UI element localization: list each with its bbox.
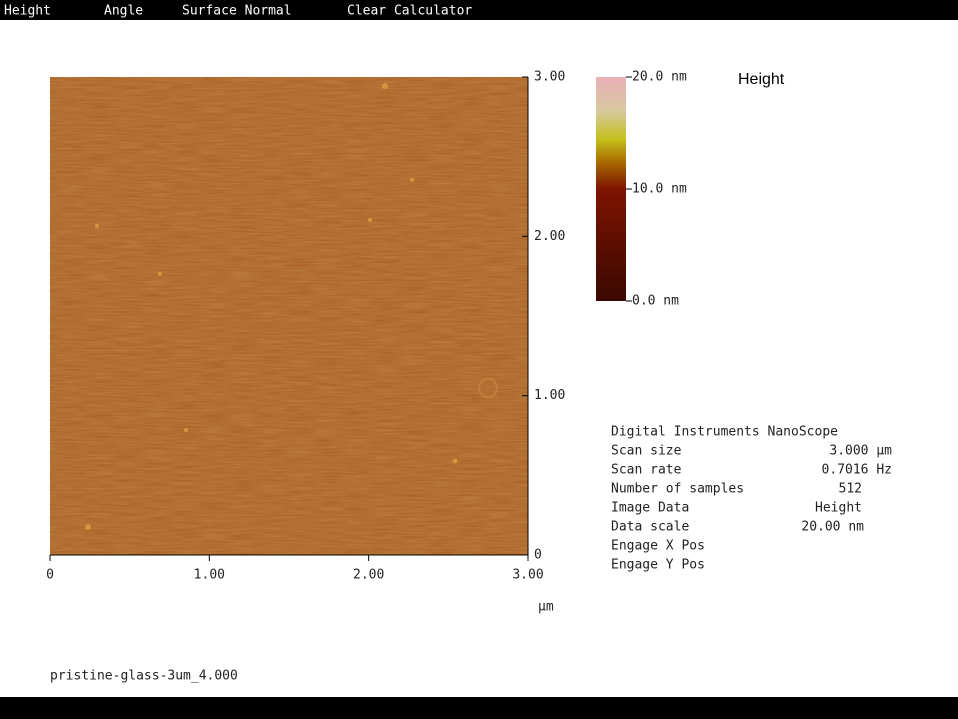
info-label: Image Data — [611, 501, 689, 516]
info-value: Height — [815, 501, 862, 516]
info-value: 512 — [839, 482, 862, 497]
x-tick-label: 0 — [46, 568, 54, 583]
unit-label: µm — [538, 600, 554, 615]
y-tick-label: 1.00 — [534, 388, 565, 403]
color-bar-label: 20.0 nm — [632, 70, 687, 85]
color-bar-label: 10.0 nm — [632, 182, 687, 197]
info-value: 20.00 nm — [801, 520, 864, 535]
y-tick-label: 0 — [534, 548, 542, 563]
filename: pristine-glass-3um_4.000 — [50, 669, 238, 684]
scan-texture — [50, 77, 528, 555]
info-label: Scan size — [611, 444, 682, 459]
scan-features — [85, 83, 498, 530]
info-label: Scan rate — [611, 463, 682, 478]
x-tick-label: 1.00 — [194, 568, 225, 583]
info-label: Engage X Pos — [611, 539, 705, 554]
info-label: Engage Y Pos — [611, 558, 705, 573]
info-label: Number of samples — [611, 482, 744, 497]
color-bar — [596, 77, 626, 301]
y-tick-label: 2.00 — [534, 229, 565, 244]
color-bar-title: Height — [738, 71, 785, 88]
y-tick-label: 3.00 — [534, 70, 565, 85]
x-tick-label: 3.00 — [512, 568, 543, 583]
menu-item[interactable]: Angle — [104, 4, 143, 19]
info-heading: Digital Instruments NanoScope — [611, 425, 838, 440]
status-bar — [0, 697, 958, 719]
color-bar-label: 0.0 nm — [632, 294, 679, 309]
info-value: 0.7016 Hz — [822, 463, 892, 478]
menu-bar — [0, 0, 958, 20]
info-value: 3.000 µm — [829, 444, 892, 459]
menu-item[interactable]: Clear Calculator — [347, 4, 472, 19]
info-label: Data scale — [611, 520, 689, 535]
menu-item[interactable]: Height — [4, 4, 51, 19]
menu-item[interactable]: Surface Normal — [182, 4, 292, 19]
x-tick-label: 2.00 — [353, 568, 384, 583]
